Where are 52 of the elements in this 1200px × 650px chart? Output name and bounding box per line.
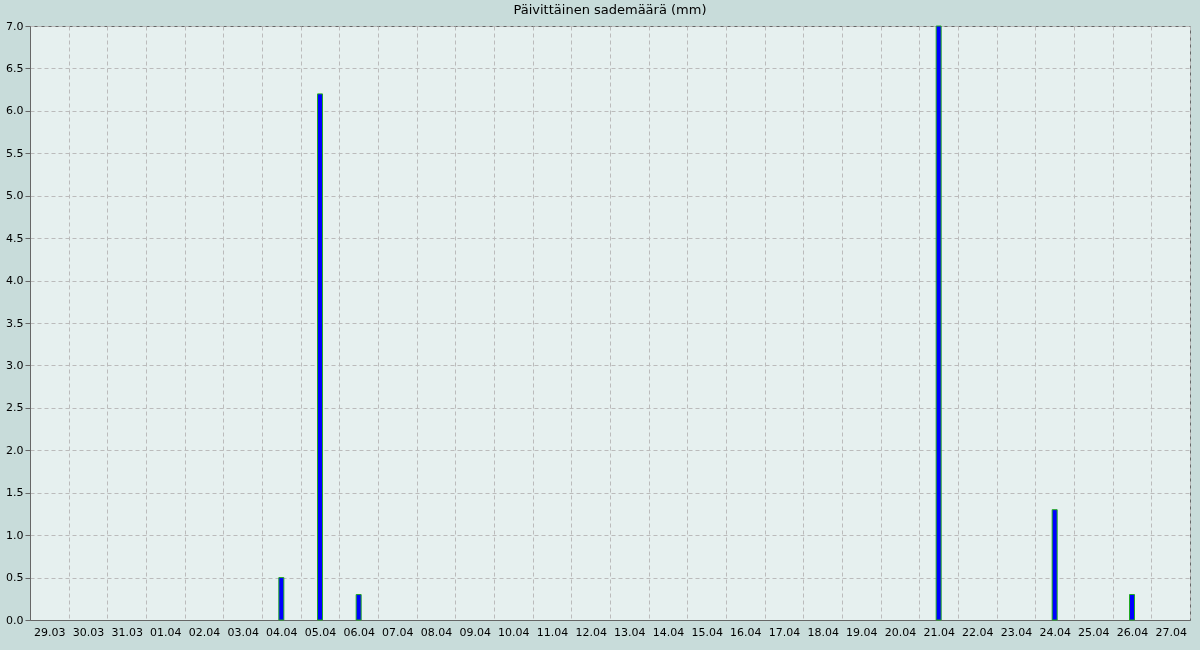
bar bbox=[355, 594, 362, 621]
x-tick-label: 12.04 bbox=[575, 625, 607, 639]
x-tick-label: 25.04 bbox=[1078, 625, 1110, 639]
y-tick-label: 3.0 bbox=[6, 358, 24, 372]
x-tick-label: 22.04 bbox=[962, 625, 994, 639]
x-tick-label: 03.04 bbox=[227, 625, 259, 639]
y-tick-label: 2.0 bbox=[6, 443, 24, 457]
bar bbox=[317, 93, 323, 621]
y-tick-label: 6.5 bbox=[6, 61, 24, 75]
x-tick-label: 18.04 bbox=[807, 625, 839, 639]
x-tick-label: 11.04 bbox=[536, 625, 569, 639]
bar bbox=[278, 577, 285, 621]
y-tick-label: 5.5 bbox=[6, 146, 24, 160]
x-tick-label: 17.04 bbox=[768, 625, 801, 639]
x-tick-label: 30.03 bbox=[72, 625, 105, 639]
y-tick-label: 2.5 bbox=[6, 401, 24, 415]
x-tick-label: 06.04 bbox=[343, 625, 375, 639]
x-tick-label: 14.04 bbox=[652, 625, 685, 639]
x-tick-label: 23.04 bbox=[1000, 625, 1033, 639]
x-tick-label: 16.04 bbox=[730, 625, 762, 639]
bar bbox=[1051, 509, 1058, 621]
y-tick-label: 0.5 bbox=[6, 571, 24, 585]
x-tick-label: 04.04 bbox=[266, 625, 298, 639]
x-tick-label: 02.04 bbox=[188, 625, 221, 639]
x-tick-label: 01.04 bbox=[150, 625, 182, 639]
x-tick-label: 21.04 bbox=[923, 625, 955, 639]
x-tick-label: 31.03 bbox=[111, 625, 143, 639]
y-tick-label: 1.5 bbox=[6, 486, 24, 500]
y-tick-label: 4.5 bbox=[6, 231, 24, 245]
bar bbox=[1129, 594, 1135, 621]
bar bbox=[935, 25, 942, 621]
x-tick-label: 08.04 bbox=[420, 625, 453, 639]
x-tick-label: 05.04 bbox=[304, 625, 337, 639]
x-tick-label: 07.04 bbox=[382, 625, 414, 639]
x-tick-label: 10.04 bbox=[498, 625, 530, 639]
x-tick-label: 29.03 bbox=[34, 625, 66, 639]
x-tick-label: 27.04 bbox=[1155, 625, 1187, 639]
y-tick-label: 7.0 bbox=[6, 19, 24, 33]
x-tick-label: 26.04 bbox=[1116, 625, 1149, 639]
x-tick-label: 13.04 bbox=[614, 625, 646, 639]
x-tick-label: 24.04 bbox=[1039, 625, 1071, 639]
y-tick-label: 1.0 bbox=[6, 528, 24, 542]
y-tick-label: 0.0 bbox=[6, 613, 24, 627]
x-tick-label: 15.04 bbox=[691, 625, 723, 639]
y-tick-label: 3.5 bbox=[6, 316, 24, 330]
y-tick-label: 4.0 bbox=[6, 274, 24, 288]
y-tick-label: 6.0 bbox=[6, 104, 24, 118]
y-tick-label: 5.0 bbox=[6, 189, 24, 203]
x-tick-label: 20.04 bbox=[884, 625, 917, 639]
x-tick-label: 09.04 bbox=[459, 625, 491, 639]
chart-title: Päivittäinen sademäärä (mm) bbox=[513, 2, 707, 17]
x-tick-label: 19.04 bbox=[846, 625, 878, 639]
